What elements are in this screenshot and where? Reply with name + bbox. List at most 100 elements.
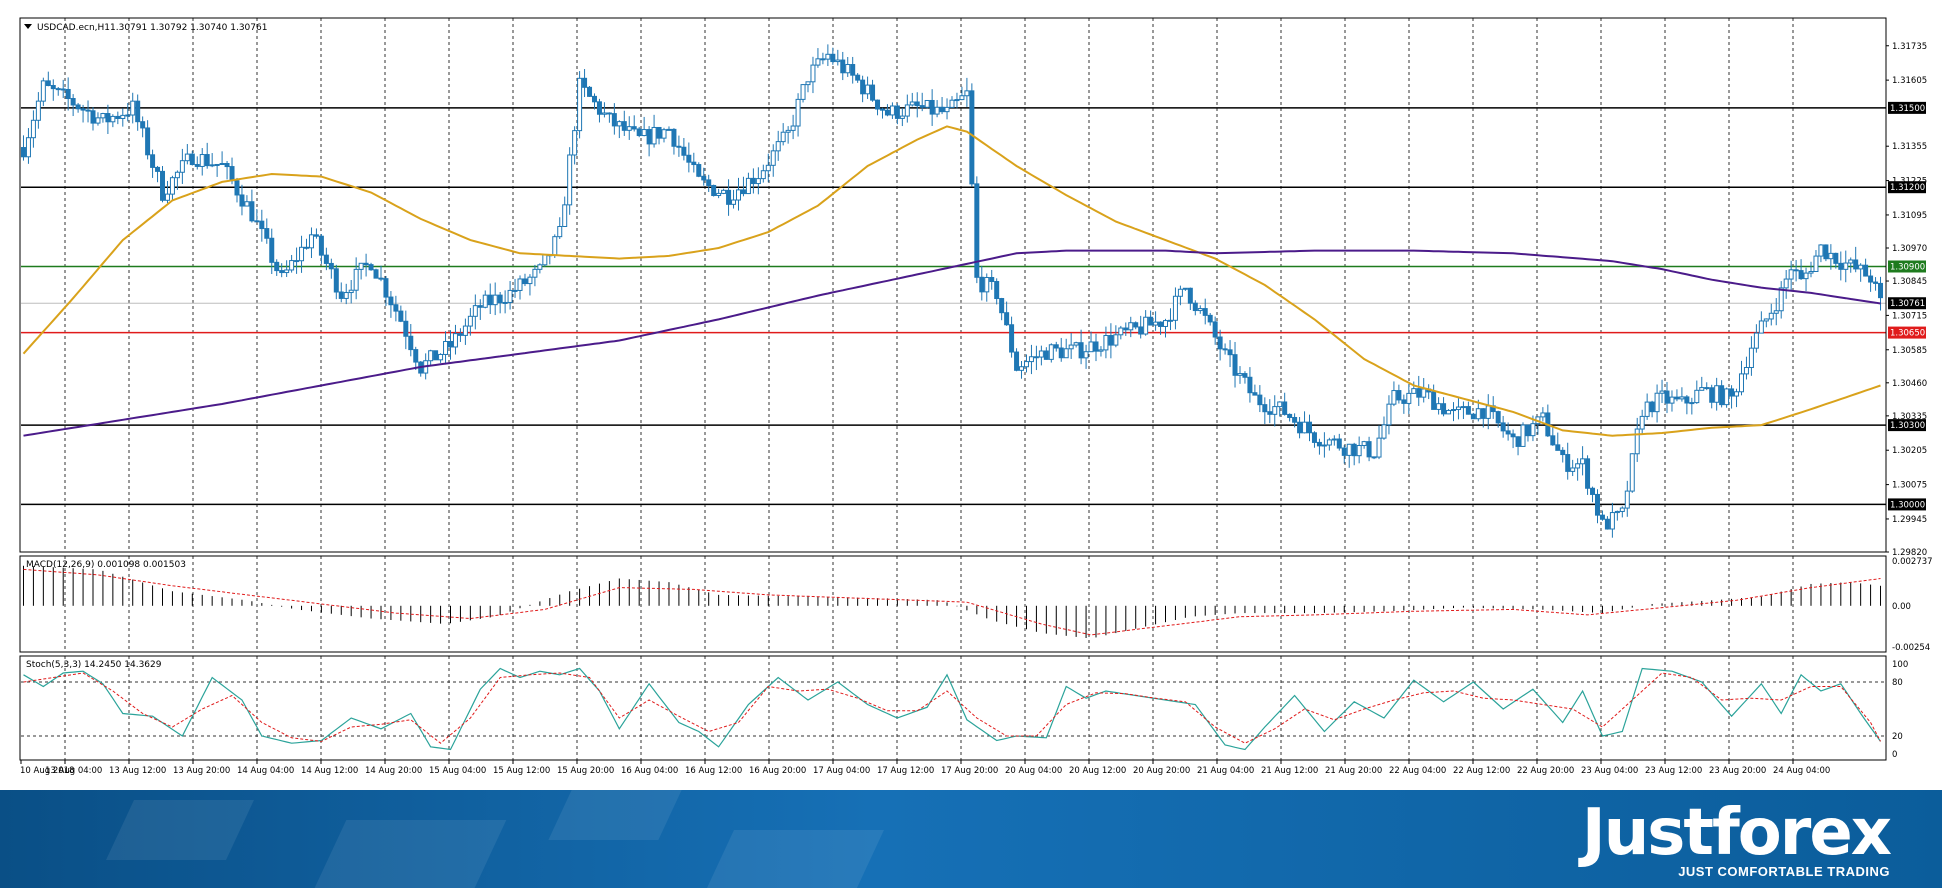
candle-body (1679, 396, 1685, 400)
candle-body (994, 281, 1000, 300)
candle-body (1267, 411, 1273, 415)
candle (914, 92, 920, 118)
candle (820, 52, 826, 65)
candle-body (1019, 366, 1025, 371)
candle-body (328, 262, 334, 270)
candle (512, 278, 518, 298)
candle (1004, 301, 1010, 326)
candle-body (363, 262, 369, 266)
candle (110, 114, 116, 128)
candle-body (989, 277, 995, 283)
candle-body (1316, 441, 1322, 447)
candle (1009, 316, 1015, 358)
candle-body (1262, 404, 1268, 413)
candle-body (323, 254, 329, 264)
level-price-label: 1.30900 (1890, 262, 1925, 272)
candle (433, 350, 439, 361)
brand-banner (0, 790, 1942, 888)
candle (527, 274, 533, 296)
candle-body (1475, 408, 1481, 420)
candle-body (1336, 438, 1342, 449)
candle (1441, 397, 1447, 417)
candle (1545, 404, 1551, 438)
candle-body (1748, 347, 1754, 369)
candle-body (616, 121, 622, 127)
candle (1520, 422, 1526, 447)
candle-body (259, 220, 265, 230)
y-tick-label: 1.31355 (1892, 142, 1927, 152)
candle (150, 149, 156, 178)
candle-body (1644, 401, 1650, 417)
candle-body (1818, 244, 1824, 257)
candle (403, 310, 409, 350)
candle (795, 93, 801, 137)
candle-body (1639, 415, 1645, 430)
candle-body (1863, 264, 1869, 277)
candle (1495, 410, 1501, 428)
candle-body (860, 79, 866, 95)
candle-body (572, 130, 578, 156)
x-tick-label: 16 Aug 04:00 (621, 766, 678, 776)
candle-body (522, 278, 528, 285)
candle (1292, 413, 1298, 428)
candle (1664, 382, 1670, 414)
candle (785, 126, 791, 144)
x-tick-label: 21 Aug 04:00 (1197, 766, 1254, 776)
candle (1436, 397, 1442, 415)
candle (1778, 281, 1784, 319)
candle-body (1227, 349, 1233, 356)
candle (949, 96, 955, 108)
candle (50, 79, 56, 101)
y-tick-label: 1.30205 (1892, 446, 1927, 456)
x-tick-label: 21 Aug 20:00 (1325, 766, 1382, 776)
candle-body (472, 305, 478, 317)
candle-body (105, 113, 111, 123)
candle (358, 262, 364, 280)
candle (716, 188, 722, 199)
chart-canvas[interactable]: 1.31500 1.31200 1.30900 1.30650 1.30300 1.300… (0, 0, 1942, 790)
candle-body (1391, 390, 1397, 405)
candle (487, 283, 493, 315)
collapse-triangle-icon[interactable] (24, 24, 32, 29)
candle (601, 102, 607, 118)
candle (199, 148, 205, 176)
level-price-label: 1.30300 (1890, 421, 1925, 431)
candle-body (1609, 512, 1615, 530)
candle-body (50, 85, 56, 90)
candle (1709, 384, 1715, 409)
candle-body (1833, 252, 1839, 264)
candle (313, 228, 319, 239)
candle-body (542, 254, 548, 266)
candle (100, 112, 106, 123)
brand-logo: Justforex (1581, 796, 1892, 870)
candle-body (318, 235, 324, 256)
candle-body (150, 154, 156, 168)
candle (363, 253, 369, 277)
candle (492, 282, 498, 316)
level-price-tag (1888, 101, 1926, 114)
candle (1093, 333, 1099, 362)
candle (800, 84, 806, 103)
chart-symbol-label: USDCAD.ecn,H1 (37, 23, 110, 33)
candle (1118, 325, 1124, 340)
candle (825, 44, 831, 66)
candle (30, 110, 36, 148)
candle-body (1307, 421, 1313, 434)
candle-body (1823, 244, 1829, 260)
candle (760, 164, 766, 183)
candle-body (408, 335, 414, 351)
candle-body (115, 115, 121, 119)
candle-body (1009, 324, 1015, 353)
candle (1560, 447, 1566, 463)
candle-body (875, 99, 881, 110)
candle-body (1505, 430, 1511, 435)
candle-body (706, 179, 712, 186)
candle-body (636, 128, 642, 137)
candle-body (1361, 441, 1367, 447)
candle (323, 247, 329, 271)
candle (656, 126, 662, 145)
brand-tagline: JUST COMFORTABLE TRADING (1678, 864, 1890, 879)
candle (954, 92, 960, 109)
candle (95, 112, 101, 126)
